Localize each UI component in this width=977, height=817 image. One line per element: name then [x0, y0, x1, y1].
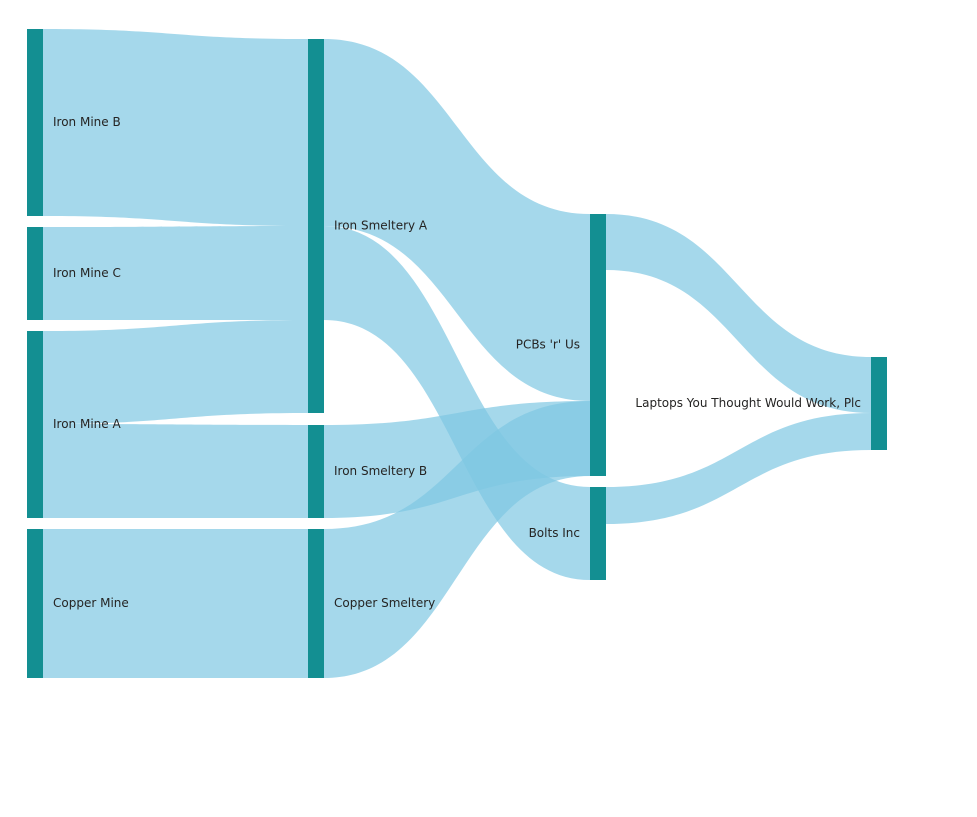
links-layer — [43, 29, 871, 678]
link-iron-mine-c-to-iron-smeltery-a[interactable] — [43, 226, 308, 320]
link-pcbs-r-us-to-laptops[interactable] — [606, 214, 871, 413]
node-iron-smeltery-b[interactable] — [308, 425, 324, 518]
node-copper-smeltery[interactable] — [308, 529, 324, 678]
link-bolts-inc-to-laptops[interactable] — [606, 413, 871, 524]
node-label-pcbs-r-us: PCBs 'r' Us — [516, 338, 580, 352]
link-iron-mine-a-to-iron-smeltery-b[interactable] — [43, 424, 308, 518]
labels-layer: Iron Mine B Iron Mine C Iron Mine A Copper … — [53, 115, 861, 610]
node-label-iron-smeltery-a: Iron Smeltery A — [334, 219, 428, 233]
node-label-copper-smeltery: Copper Smeltery — [334, 596, 435, 610]
node-iron-mine-c[interactable] — [27, 227, 43, 320]
node-label-iron-mine-b: Iron Mine B — [53, 115, 121, 129]
node-label-iron-smeltery-b: Iron Smeltery B — [334, 464, 427, 478]
node-copper-mine[interactable] — [27, 529, 43, 678]
node-iron-mine-b[interactable] — [27, 29, 43, 216]
node-label-copper-mine: Copper Mine — [53, 596, 129, 610]
node-iron-smeltery-a[interactable] — [308, 39, 324, 413]
link-copper-smeltery-to-pcbs-r-us[interactable] — [324, 401, 590, 678]
node-bolts-inc[interactable] — [590, 487, 606, 580]
nodes-layer — [27, 29, 887, 678]
node-laptops[interactable] — [871, 357, 887, 450]
node-label-iron-mine-c: Iron Mine C — [53, 266, 121, 280]
node-iron-mine-a[interactable] — [27, 331, 43, 518]
link-iron-mine-a-to-iron-smeltery-a[interactable] — [43, 320, 308, 424]
link-iron-mine-b-to-iron-smeltery-a[interactable] — [43, 29, 308, 226]
node-pcbs-r-us[interactable] — [590, 214, 606, 476]
link-iron-smeltery-a-to-pcbs-r-us[interactable] — [324, 39, 590, 401]
node-label-bolts-inc: Bolts Inc — [529, 526, 580, 540]
node-label-laptops: Laptops You Thought Would Work, Plc — [635, 396, 861, 410]
node-label-iron-mine-a: Iron Mine A — [53, 417, 121, 431]
link-copper-mine-to-copper-smeltery[interactable] — [43, 529, 308, 678]
